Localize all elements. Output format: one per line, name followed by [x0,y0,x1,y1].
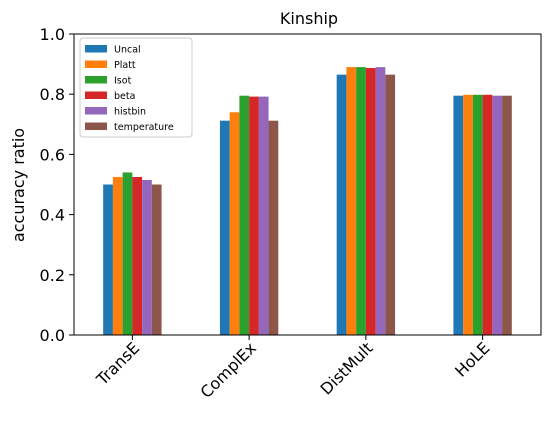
bar-uncal-complex [219,120,230,335]
bar-histbin-distmult [375,67,386,336]
y-tick-label: 0.2 [40,266,65,285]
x-tick-label: DistMult [317,338,377,398]
bar-isot-complex [239,95,250,335]
bar-isot-distmult [356,67,366,336]
y-axis: 0.0 0.2 0.4 0.6 0.8 1.0 [40,25,74,345]
bar-platt-distmult [346,67,357,336]
bar-platt-complex [229,112,240,335]
legend-label-uncal: Uncal [114,45,141,56]
legend-swatch-isot [85,76,107,84]
x-tick-label: ComplEx [197,338,260,401]
legend-swatch-platt [85,60,107,68]
legend-label-temperature: temperature [114,122,174,133]
bar-histbin-transe [142,179,152,335]
bar-platt-hole [463,94,473,335]
bar-temperature-complex [268,120,279,335]
bar-beta-transe [132,176,143,335]
bar-platt-transe [112,176,123,335]
bar-histbin-complex [258,96,269,335]
y-tick-label: 1.0 [40,25,65,44]
legend-swatch-temperature [85,122,107,130]
x-tick-label: HoLE [451,338,493,380]
bar-temperature-transe [151,184,162,335]
chart-title: Kinship [280,9,338,28]
legend-label-beta: beta [114,91,135,102]
x-tick-label: TransE [92,338,143,389]
y-tick-label: 0.0 [40,326,65,345]
bar-temperature-distmult [385,74,396,335]
legend-frame [79,37,193,138]
bar-temperature-hole [502,95,512,335]
bar-uncal-hole [453,95,464,335]
legend-swatch-uncal [85,45,107,53]
bar-beta-hole [482,94,493,335]
bar-beta-distmult [365,68,376,335]
y-tick-label: 0.6 [40,145,65,164]
bar-uncal-distmult [336,74,347,335]
bar-uncal-transe [103,184,113,335]
legend-swatch-beta [85,91,107,99]
bar-histbin-hole [492,95,503,335]
y-tick-label: 0.4 [40,206,65,225]
y-axis-label: accuracy ratio [9,128,28,242]
bar-isot-transe [122,172,133,335]
bars-group [103,67,512,336]
legend-label-isot: Isot [114,76,132,87]
plot-frame [73,33,542,336]
legend-label-histbin: histbin [114,107,146,118]
legend-swatch-histbin [85,107,107,115]
x-axis: TransE ComplEx DistMult HoLE [92,335,493,402]
y-tick-label: 0.8 [40,85,65,104]
legend-label-platt: Platt [114,60,136,71]
bar-beta-complex [249,96,259,335]
legend: Uncal Platt Isot beta histbin temperature [79,37,193,138]
bar-isot-hole [472,94,483,335]
